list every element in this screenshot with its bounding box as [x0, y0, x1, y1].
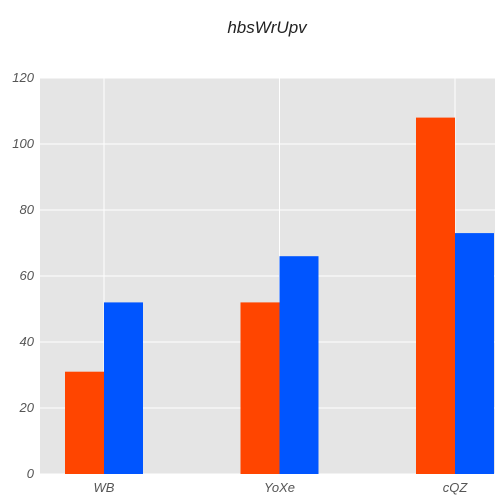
bar-YoXe-series-2: [279, 256, 319, 474]
y-tick-label: 40: [20, 334, 35, 349]
bar-cQZ-series-1: [416, 117, 455, 474]
bars: [65, 117, 494, 474]
y-tick-label: 0: [27, 466, 35, 481]
bar-WB-series-1: [65, 371, 104, 474]
y-tick-label: 20: [19, 400, 35, 415]
y-tick-label: 80: [20, 202, 35, 217]
bar-cQZ-series-2: [455, 233, 494, 474]
x-axis: WB YoXe cQZ: [94, 480, 469, 495]
x-tick-label: WB: [94, 480, 115, 495]
y-tick-label: 100: [12, 136, 34, 151]
x-tick-label: YoXe: [264, 480, 295, 495]
bar-WB-series-2: [104, 302, 143, 474]
y-tick-label: 120: [12, 70, 34, 85]
bar-YoXe-series-1: [240, 302, 280, 474]
y-tick-label: 60: [20, 268, 35, 283]
chart-title: hbsWrUpv: [227, 18, 308, 37]
x-tick-label: cQZ: [443, 480, 469, 495]
y-axis: 0 20 40 60 80 100 120: [12, 70, 34, 481]
